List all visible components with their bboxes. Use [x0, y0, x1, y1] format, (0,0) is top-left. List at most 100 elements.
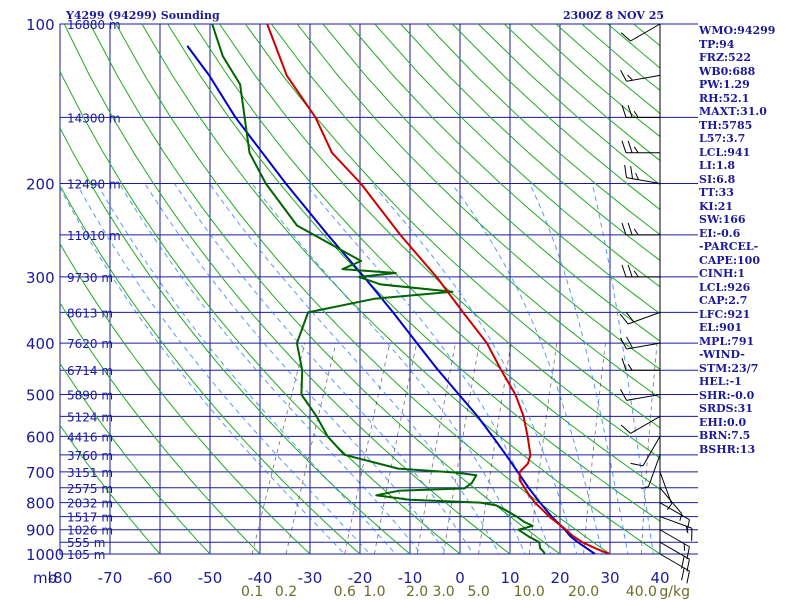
- wind-barb-feather: [627, 222, 633, 236]
- wind-barb-feather: [624, 165, 628, 178]
- wind-barb: [621, 140, 660, 154]
- wind-barb-feather: [627, 74, 633, 81]
- temperature-tick-label: -30: [298, 569, 323, 587]
- wind-barb-feather: [630, 462, 644, 467]
- parameter-item: TH:5785: [699, 118, 753, 132]
- dry-adiabat: [400, 24, 660, 261]
- moist-adiabat: [304, 183, 552, 554]
- dry-adiabat: [60, 362, 211, 554]
- parameter-item: LCL:941: [699, 145, 751, 159]
- moist-adiabat: [76, 183, 371, 554]
- wind-barb-feather: [626, 336, 633, 349]
- temperature-tick-label: -70: [98, 569, 123, 587]
- parameter-item: WB0:688: [699, 64, 756, 78]
- wind-barb-feather: [633, 228, 639, 236]
- dry-adiabat: [167, 24, 660, 522]
- moist-adiabat: [251, 183, 526, 554]
- parameter-item: CAPE:100: [699, 253, 760, 267]
- dry-adiabat: [348, 24, 660, 315]
- parameter-item: -PARCEL-: [699, 240, 759, 253]
- moist-adiabat: [96, 183, 397, 554]
- parameter-item: L57:3.7: [699, 132, 746, 145]
- moist-adiabat: [208, 183, 500, 554]
- wind-barb: [621, 222, 660, 236]
- wind-barb: [621, 264, 660, 278]
- wind-barb-feather: [681, 556, 685, 569]
- wind-barb: [620, 69, 661, 82]
- height-label: 8613 m: [67, 306, 113, 320]
- height-label: 105 m: [67, 548, 105, 562]
- moist-adiabat: [60, 186, 346, 554]
- pressure-tick-label: 300: [26, 269, 55, 287]
- wind-barb-feather: [633, 146, 639, 154]
- temperature-tick-label: -50: [198, 569, 223, 587]
- height-label: 2032 m: [67, 497, 113, 511]
- wind-barb-shaft: [630, 23, 661, 42]
- pressure-tick-label: 800: [26, 495, 55, 513]
- dry-adiabat: [270, 24, 660, 399]
- height-label: 4416 m: [67, 430, 113, 444]
- pressure-tick-label: 900: [26, 522, 55, 540]
- wind-barb-feather: [630, 166, 634, 179]
- height-label: 9730 m: [67, 271, 113, 285]
- parameter-item: LI:1.8: [699, 159, 736, 172]
- parameter-item: PW:1.29: [699, 78, 750, 91]
- parameter-item: MPL:791: [699, 334, 755, 348]
- height-label: 16880 m: [67, 18, 121, 32]
- parameter-item: KI:21: [699, 199, 734, 213]
- mixing-ratio-label: 3.0: [432, 584, 454, 600]
- wind-barb-feather: [686, 546, 690, 560]
- dry-adiabat: [60, 301, 261, 554]
- pressure-tick-label: 600: [26, 428, 55, 446]
- temperature-tick-label: 0: [455, 569, 465, 587]
- temperature-tick-label: -10: [398, 569, 423, 587]
- pressure-temperature-grid: [59, 23, 698, 555]
- wind-barb: [620, 415, 661, 434]
- height-label: 14300 m: [67, 111, 121, 125]
- mixing-ratio-label: 0.2: [275, 584, 297, 600]
- mixing-ratio-unit: g/kg: [659, 584, 690, 600]
- dry-adiabat: [193, 24, 660, 490]
- parameter-item: MAXT:31.0: [699, 105, 767, 118]
- dewpoint-trace: [211, 24, 546, 554]
- mixing-ratio-label: 0.6: [334, 584, 356, 600]
- pressure-unit-label: mb: [33, 569, 57, 587]
- height-label: 12490 m: [67, 178, 121, 192]
- parameter-item: HEL:-1: [699, 375, 742, 388]
- height-label: 555 m: [67, 536, 105, 550]
- height-label: 6714 m: [67, 364, 113, 378]
- wind-barb-feather: [627, 363, 633, 371]
- wind-barb-feather: [625, 311, 635, 323]
- mixing-ratio-line: [583, 343, 606, 554]
- parameter-item: SHR:-0.0: [699, 388, 755, 402]
- wind-barb-feather: [621, 264, 627, 278]
- wind-barb-feather: [621, 358, 627, 371]
- height-label: 7620 m: [67, 337, 113, 351]
- moist-adiabat: [144, 183, 448, 554]
- wind-barb: [659, 553, 690, 584]
- wind-barb: [659, 471, 673, 510]
- parameter-item: BRN:7.5: [699, 429, 751, 442]
- temperature-tick-label: -20: [348, 569, 373, 587]
- sounding-parameters: WMO:94299 TP:94 FRZ:522 WB0:688 PW:1.29 RH:52…: [699, 24, 775, 456]
- parameter-item: SW:166: [699, 213, 746, 226]
- parameter-item: EL:901: [699, 321, 743, 334]
- height-label: 5890 m: [67, 388, 113, 402]
- wind-barb-feather: [620, 32, 631, 42]
- wind-barb-shaft: [626, 74, 661, 82]
- wind-barb-feather: [686, 570, 690, 584]
- mixing-ratio-line: [251, 342, 306, 554]
- wind-barb-feather: [627, 105, 633, 118]
- parameter-item: LFC:921: [699, 307, 751, 321]
- height-label: 3151 m: [67, 466, 113, 480]
- mixing-ratio-label: 10.0: [514, 584, 545, 600]
- axis-labels: -80 -70 -60 -50 -40 -30 -20 -10 0 10 20 30 40 100 200 3…: [26, 16, 690, 600]
- parameter-item: STM:23/7: [699, 361, 759, 375]
- temperature-tick-label: 40: [650, 569, 669, 587]
- wind-barb-shaft: [627, 311, 661, 325]
- moist-adiabat: [451, 183, 603, 554]
- wind-barb: [620, 336, 661, 350]
- dry-adiabat: [374, 24, 660, 288]
- mixing-ratio-line: [478, 343, 512, 554]
- mixing-ratio-label: 20.0: [568, 584, 599, 600]
